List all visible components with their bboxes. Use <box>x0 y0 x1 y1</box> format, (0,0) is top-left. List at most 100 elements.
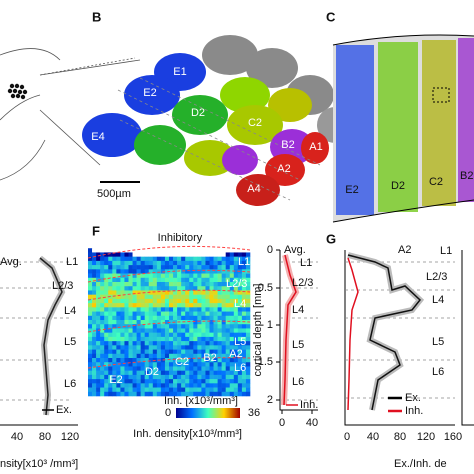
heat-cell <box>156 349 162 355</box>
heat-cell <box>88 336 93 342</box>
heat-cell <box>164 286 170 291</box>
heat-cell <box>136 341 141 346</box>
heat-cell <box>225 391 231 397</box>
heat-cell <box>120 315 125 321</box>
tick-label: 120 <box>61 431 79 443</box>
heat-cell <box>164 387 170 393</box>
heat-cell <box>205 248 210 253</box>
heat-cell <box>120 383 125 388</box>
heat-cell <box>225 298 231 304</box>
heat-cell <box>233 315 239 321</box>
heat-cell <box>213 341 218 346</box>
heat-cell <box>92 366 97 371</box>
heat-cell <box>132 362 137 367</box>
heat-cell <box>116 307 121 312</box>
heat-cell <box>100 303 105 308</box>
heat-cell <box>237 273 243 279</box>
heat-cell <box>108 387 113 393</box>
heat-cell <box>164 248 170 253</box>
heat-cell <box>193 298 198 304</box>
heat-cell <box>144 370 150 376</box>
heat-cell <box>144 374 150 380</box>
heat-cell <box>96 303 101 308</box>
heat-cell <box>148 256 154 262</box>
heat-cell <box>164 260 170 266</box>
heat-cell <box>100 324 105 329</box>
tick-label: 80 <box>394 431 406 443</box>
heat-cell <box>160 290 166 295</box>
heat-cell <box>213 307 218 312</box>
heat-cell <box>245 366 251 371</box>
heat-cell <box>169 277 174 283</box>
heat-cell <box>100 328 105 333</box>
heat-cell <box>132 290 137 295</box>
heat-cell <box>132 366 137 371</box>
heat-cell <box>217 362 222 367</box>
heat-cell <box>245 265 251 270</box>
heat-cell <box>160 244 166 249</box>
heat-cell <box>245 298 251 304</box>
heat-cell <box>169 256 174 262</box>
heat-cell <box>124 370 129 376</box>
heat-cell <box>152 252 158 257</box>
heat-cell <box>193 290 198 295</box>
heat-cell <box>108 256 113 262</box>
heat-cell <box>140 315 145 321</box>
heat-cell <box>241 366 247 371</box>
heat-cell <box>169 341 174 346</box>
heat-cell <box>112 345 117 350</box>
heat-cell <box>96 370 101 376</box>
heat-cell <box>209 345 214 350</box>
heat-cell <box>177 298 182 304</box>
heat-cell <box>164 294 170 300</box>
heat-cell <box>164 336 170 342</box>
heat-cell <box>148 387 154 393</box>
heat-cell <box>241 273 247 279</box>
barrel-label: E2 <box>143 87 156 99</box>
heat-cell <box>181 370 186 376</box>
tick-label: 0.5 <box>258 282 273 294</box>
heat-cell <box>164 345 170 350</box>
heat-cell <box>201 307 206 312</box>
heat-cell <box>96 286 101 291</box>
heat-cell <box>169 370 174 376</box>
heat-cell <box>201 265 206 270</box>
heat-cell <box>132 370 137 376</box>
heat-cell <box>128 349 133 355</box>
heat-cell <box>116 349 121 355</box>
heat-cell <box>189 265 194 270</box>
heat-cell <box>88 353 93 359</box>
heat-cell <box>209 311 214 317</box>
heat-cell <box>217 298 222 304</box>
heat-cell <box>185 282 190 287</box>
heat-cell <box>245 353 251 359</box>
heat-cell <box>132 260 137 266</box>
tick-label: 80 <box>39 431 51 443</box>
heat-cell <box>229 265 235 270</box>
heat-cell <box>112 294 117 300</box>
heat-cell <box>100 391 105 397</box>
heat-cell <box>225 248 231 253</box>
heat-cell <box>108 358 113 363</box>
heat-cell <box>193 244 198 249</box>
heat-cell <box>209 324 214 329</box>
heat-cell <box>169 374 174 380</box>
heat-cell <box>233 269 239 274</box>
heat-cell <box>181 256 186 262</box>
heat-cell <box>173 273 178 279</box>
heat-cell <box>237 341 243 346</box>
heat-cell <box>189 341 194 346</box>
heat-cell <box>124 290 129 295</box>
heat-cell <box>213 362 218 367</box>
heat-cell <box>96 311 101 317</box>
heat-cell <box>92 294 97 300</box>
heat-cell <box>201 391 206 397</box>
heat-cell <box>221 374 226 380</box>
heat-cell <box>193 387 198 393</box>
panel-label: C <box>326 9 336 24</box>
heat-cell <box>205 374 210 380</box>
heat-cell <box>132 265 137 270</box>
heat-cell <box>197 383 202 388</box>
layer-label: L5 <box>64 336 76 348</box>
heat-cell <box>241 244 247 249</box>
